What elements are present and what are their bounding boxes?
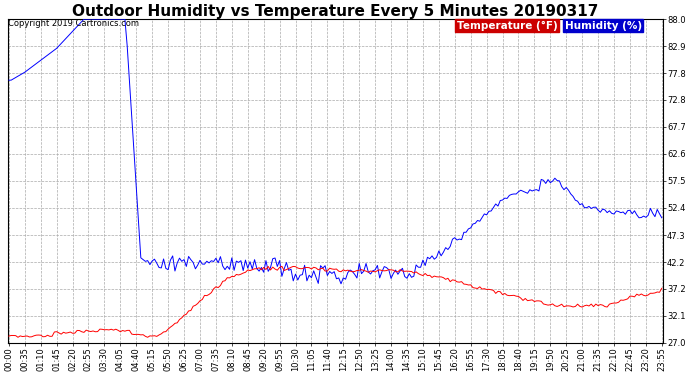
Text: Humidity (%): Humidity (%)	[564, 21, 642, 31]
Text: Copyright 2019 Cartronics.com: Copyright 2019 Cartronics.com	[8, 19, 139, 28]
Text: Temperature (°F): Temperature (°F)	[457, 21, 558, 31]
Title: Outdoor Humidity vs Temperature Every 5 Minutes 20190317: Outdoor Humidity vs Temperature Every 5 …	[72, 4, 598, 19]
